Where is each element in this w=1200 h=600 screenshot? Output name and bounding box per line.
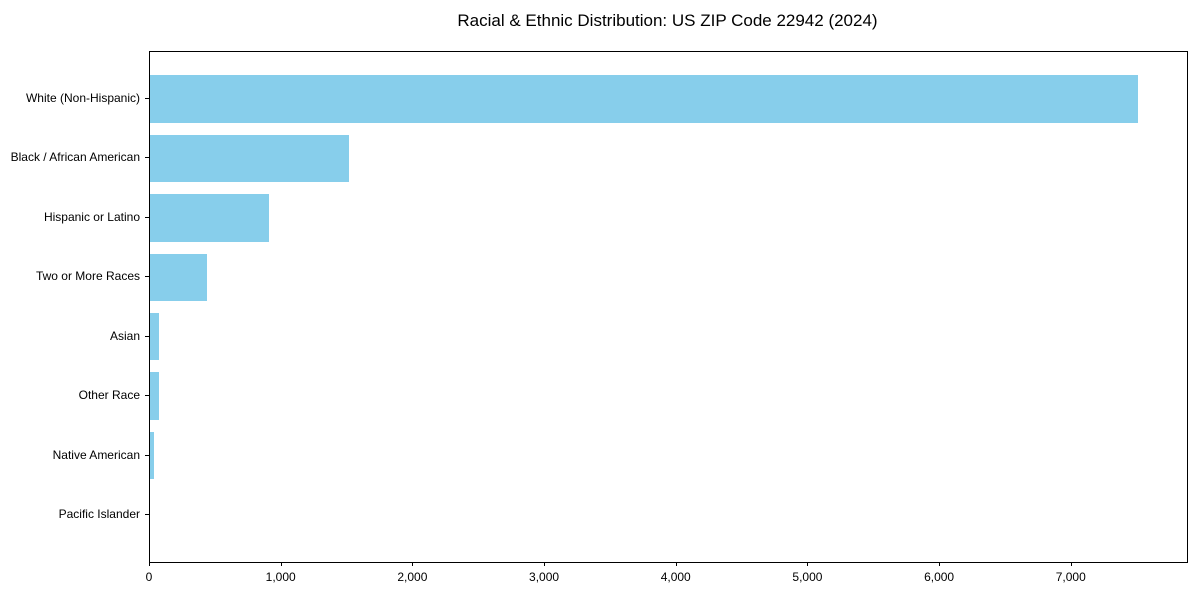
x-tick-mark xyxy=(675,562,677,566)
x-tick-mark xyxy=(412,562,414,566)
y-tick-mark xyxy=(145,395,149,397)
x-tick-label-3000: 3,000 xyxy=(529,570,560,584)
chart-title: Racial & Ethnic Distribution: US ZIP Cod… xyxy=(457,11,878,30)
y-tick-label-native-american: Native American xyxy=(52,447,140,462)
x-tick-label-1000: 1,000 xyxy=(265,570,296,584)
y-tick-label-black-african-american: Black / African American xyxy=(10,150,140,165)
x-tick-mark xyxy=(807,562,809,566)
y-tick-label-pacific-islander: Pacific Islander xyxy=(58,507,140,522)
y-tick-mark xyxy=(145,97,149,99)
y-tick-mark xyxy=(145,216,149,218)
x-tick-mark xyxy=(1070,562,1072,566)
bar-asian xyxy=(150,312,160,361)
x-tick-label-6000: 6,000 xyxy=(924,570,955,584)
y-tick-mark xyxy=(145,335,149,337)
y-tick-label-two-or-more-races: Two or More Races xyxy=(35,269,140,284)
bar-other-race xyxy=(150,372,159,420)
x-tick-mark xyxy=(544,562,546,566)
bar-hispanic-or-latino xyxy=(150,194,269,242)
y-tick-label-hispanic-or-latino: Hispanic or Latino xyxy=(43,209,140,224)
bar-black-african-american xyxy=(150,134,349,183)
y-tick-label-asian: Asian xyxy=(109,328,140,343)
bar-white-non-hispanic xyxy=(150,75,1138,123)
x-tick-label-0: 0 xyxy=(145,570,153,584)
plot-area xyxy=(149,51,1188,563)
y-tick-mark xyxy=(145,454,149,456)
y-tick-label-white-non-hispanic: White (Non-Hispanic) xyxy=(25,90,140,105)
x-tick-label-5000: 5,000 xyxy=(792,570,823,584)
x-tick-mark xyxy=(149,562,150,566)
x-tick-label-7000: 7,000 xyxy=(1055,570,1086,584)
x-tick-label-2000: 2,000 xyxy=(397,570,428,584)
bar-native-american xyxy=(150,431,154,480)
y-tick-mark xyxy=(145,514,149,516)
x-tick-label-4000: 4,000 xyxy=(660,570,691,584)
x-tick-mark xyxy=(939,562,941,566)
x-tick-mark xyxy=(280,562,282,566)
y-tick-mark xyxy=(145,157,149,159)
y-tick-label-other-race: Other Race xyxy=(78,388,140,403)
bar-two-or-more-races xyxy=(150,253,208,302)
y-tick-mark xyxy=(145,276,149,278)
